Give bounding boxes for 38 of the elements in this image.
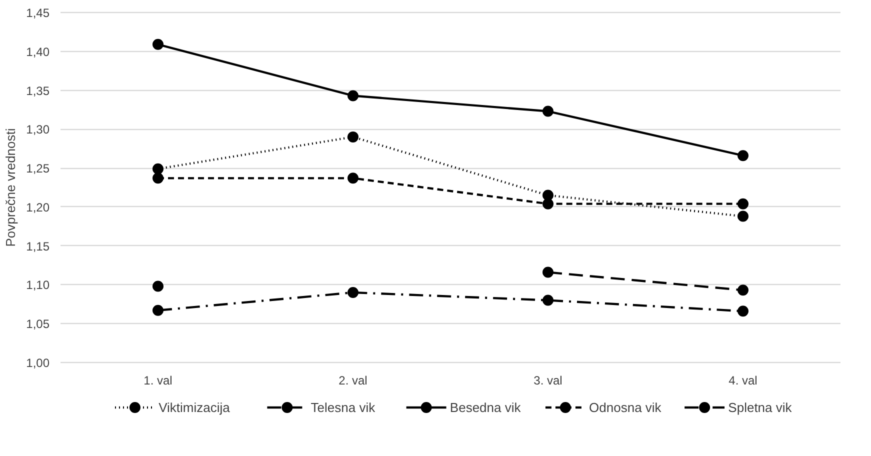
y-tick-label: 1,10 <box>26 278 50 292</box>
point <box>348 90 358 102</box>
point <box>542 266 554 278</box>
y-tick-label: 1,40 <box>26 44 50 59</box>
x-tick-label: 1. val <box>144 374 172 388</box>
legend-label: Besedna vik <box>450 400 522 415</box>
point <box>152 280 164 292</box>
x-tick-label: 4. val <box>728 374 758 388</box>
y-tick-label: 1,35 <box>26 84 50 98</box>
point <box>738 210 748 222</box>
point <box>152 304 164 316</box>
y-tick-label: 1,25 <box>26 162 50 176</box>
point <box>738 198 748 210</box>
point <box>542 106 554 117</box>
y-tick-label: 1,05 <box>26 317 50 332</box>
legend-label: Spletna vik <box>728 400 792 415</box>
y-tick-label: 1,00 <box>26 356 50 370</box>
point <box>542 198 554 210</box>
legend-label: Odnosna vik <box>589 400 662 415</box>
point <box>738 150 748 162</box>
point <box>542 294 554 306</box>
x-tick-label: 3. val <box>534 374 562 388</box>
legend-label: Telesna vik <box>310 400 376 415</box>
point <box>152 172 164 184</box>
point <box>738 306 748 317</box>
y-tick-label: 1,45 <box>26 6 50 20</box>
y-axis-title: Povprečne vrednosti <box>3 128 18 247</box>
y-tick-label: 1,30 <box>26 122 50 137</box>
point <box>348 172 358 184</box>
y-tick-label: 1,20 <box>26 200 50 214</box>
y-tick-label: 1,15 <box>26 239 50 254</box>
x-tick-label: 2. val <box>338 374 368 388</box>
legend-label: Viktimizacija <box>158 400 231 415</box>
point <box>348 287 358 298</box>
point <box>152 38 164 50</box>
point <box>152 163 164 174</box>
point <box>738 284 748 296</box>
point <box>348 131 358 142</box>
